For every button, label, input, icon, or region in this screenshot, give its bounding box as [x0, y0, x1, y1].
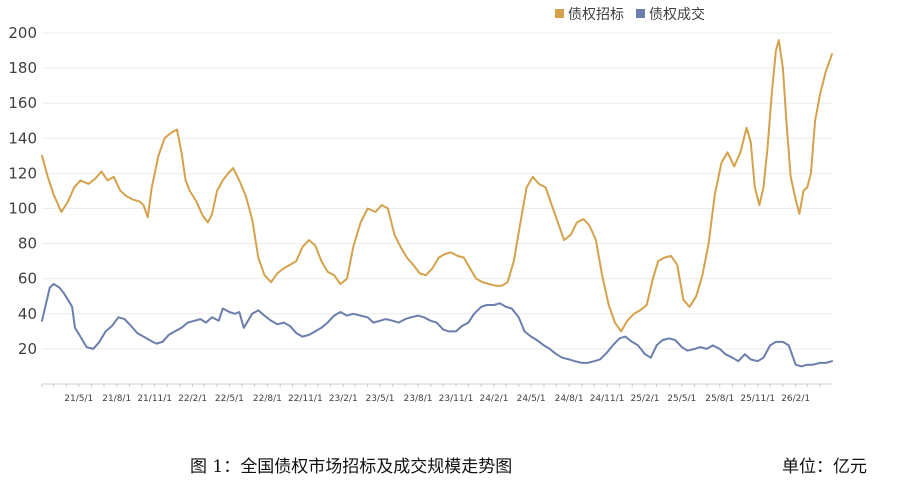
series-line-2 — [41, 283, 833, 368]
x-tick-label: 25/8/1 — [705, 394, 734, 404]
y-tick-label: 180 — [8, 59, 37, 77]
x-tick-label: 22/2/1 — [178, 394, 207, 404]
y-tick-label: 40 — [18, 305, 37, 323]
x-tick-label: 25/2/1 — [631, 394, 660, 404]
x-tick-label: 26/2/1 — [781, 394, 810, 404]
x-tick-label: 22/5/1 — [215, 394, 244, 404]
legend: 债权招标 债权成交 — [555, 6, 705, 23]
x-tick-label: 23/8/1 — [404, 394, 433, 404]
series-line-1 — [41, 39, 833, 333]
x-tick-label: 23/5/1 — [366, 394, 395, 404]
x-tick-label: 25/11/1 — [740, 394, 775, 404]
y-tick-label: 20 — [18, 340, 37, 358]
y-tick-label: 160 — [8, 94, 37, 112]
x-tick-label: 21/11/1 — [137, 394, 172, 404]
y-axis: 20 40 60 80 100 120 140 160 180 200 — [8, 24, 37, 358]
y-tick-label: 80 — [18, 235, 37, 253]
y-tick-label: 100 — [8, 200, 37, 218]
x-tick-label: 23/11/1 — [439, 394, 474, 404]
x-tick-label: 22/8/1 — [253, 394, 282, 404]
x-axis: 21/5/1 21/8/1 21/11/1 22/2/1 22/5/1 22/8/1 22/… — [41, 383, 832, 404]
legend-swatch-1 — [555, 9, 564, 18]
legend-label-2: 债权成交 — [649, 6, 705, 23]
x-tick-label: 21/8/1 — [102, 394, 131, 404]
x-tick-label: 24/5/1 — [517, 394, 546, 404]
x-tick-label: 24/2/1 — [479, 394, 508, 404]
x-tick-label: 22/11/1 — [288, 394, 323, 404]
series-lines — [41, 39, 833, 368]
figure-caption: 图 1：全国债权市场招标及成交规模走势图 — [190, 457, 513, 477]
x-tick-label: 21/5/1 — [64, 394, 93, 404]
legend-swatch-2 — [636, 9, 645, 18]
legend-label-1: 债权招标 — [568, 7, 624, 23]
y-tick-label: 200 — [8, 24, 37, 42]
x-tick-label: 24/11/1 — [590, 394, 625, 404]
x-tick-label: 23/2/1 — [329, 394, 358, 404]
grid-lines — [42, 32, 832, 350]
y-tick-label: 60 — [18, 270, 37, 288]
unit-label: 单位：亿元 — [782, 457, 867, 477]
x-tick-label: 24/8/1 — [555, 394, 584, 404]
y-tick-label: 120 — [8, 164, 37, 182]
x-tick-label: 25/5/1 — [667, 394, 696, 404]
y-tick-label: 140 — [8, 129, 37, 147]
